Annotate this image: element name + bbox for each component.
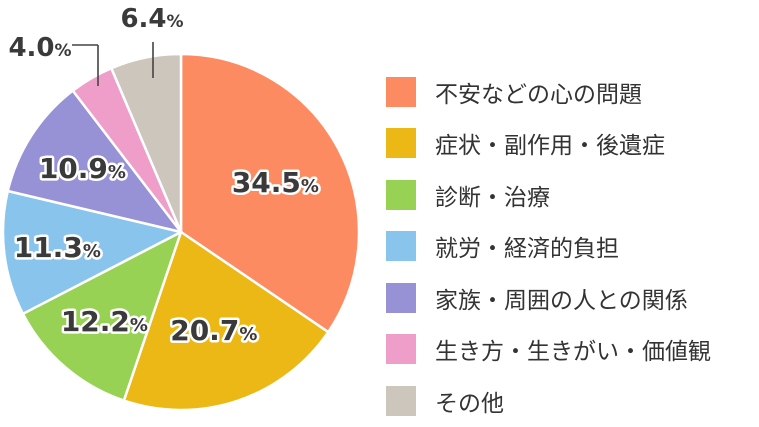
slice-label-5: 10.9% <box>39 152 126 185</box>
legend-label: 症状・副作用・後遺症 <box>435 133 665 160</box>
pie-chart: 34.5% 20.7% 12.2% 11.3% 10.9% 4.0% 6.4% <box>1 4 361 412</box>
slice-labels: 34.5% 20.7% 12.2% 11.3% 10.9% 4.0% 6.4% <box>8 4 321 349</box>
slice-label-7: 6.4% <box>120 4 183 34</box>
pie-slice-7 <box>110 52 183 234</box>
slice-label-1: 34.5% <box>232 166 319 199</box>
legend-label: 就労・経済的負担 <box>435 236 619 263</box>
legend-label: 診断・治療 <box>435 184 550 211</box>
legend-item: その他 <box>386 375 756 427</box>
legend-swatch <box>386 231 416 262</box>
legend-label: その他 <box>435 390 504 417</box>
legend-item: 診断・治療 <box>386 169 756 221</box>
slice-label-4: 11.3% <box>14 231 101 264</box>
legend-item: 就労・経済的負担 <box>386 221 756 273</box>
legend-label: 家族・周囲の人との関係 <box>435 287 688 314</box>
leader-lines <box>72 42 154 86</box>
legend-item: 家族・周囲の人との関係 <box>386 272 756 324</box>
legend-swatch <box>386 76 416 107</box>
slice-label-6: 4.0% <box>8 33 71 63</box>
pie-slice-2 <box>122 230 330 412</box>
pie-slice-5 <box>6 89 183 234</box>
chart-legend: 不安などの心の問題 症状・副作用・後遺症 診断・治療就労・経済的負担家族・周囲の人と… <box>386 66 756 427</box>
pie-slice-3 <box>21 230 183 402</box>
legend-swatch <box>386 128 416 159</box>
legend-item: 生き方・生きがい・価値観 <box>386 324 756 376</box>
legend-item: 不安などの心の問題 <box>386 66 756 118</box>
pie-slices <box>1 52 361 412</box>
legend-label: 不安などの心の問題 <box>435 81 642 108</box>
legend-swatch <box>386 282 416 313</box>
slice-label-2: 20.7% <box>170 314 257 347</box>
legend-swatch <box>386 385 416 416</box>
slice-label-3: 12.2% <box>61 305 148 338</box>
pie-slice-1 <box>179 52 361 334</box>
legend-swatch <box>386 179 416 210</box>
legend-swatch <box>386 334 416 365</box>
legend-item: 症状・副作用・後遺症 <box>386 118 756 170</box>
legend-label: 生き方・生きがい・価値観 <box>435 339 711 366</box>
